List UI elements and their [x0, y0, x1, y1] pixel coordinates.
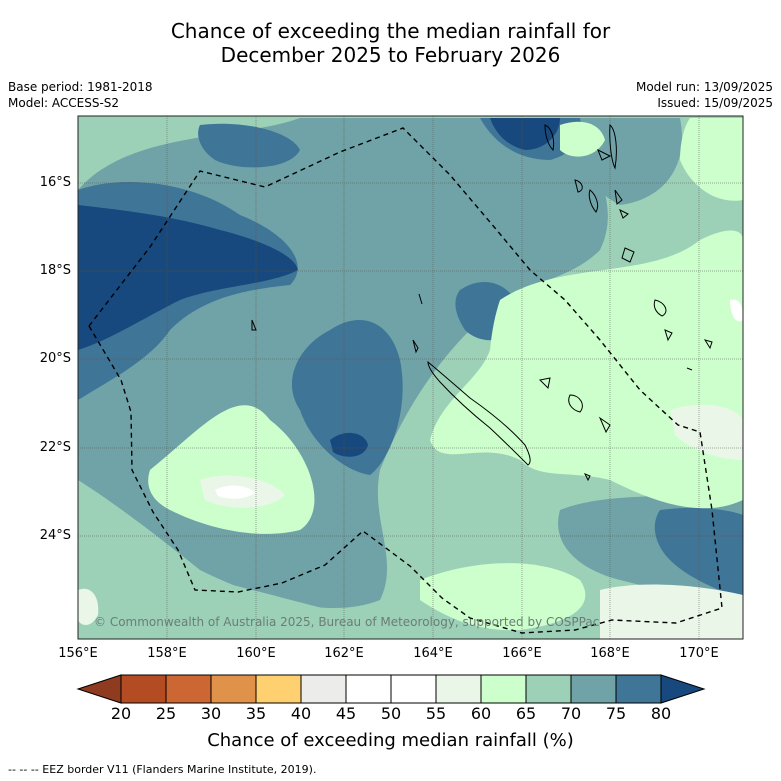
lon-label: 170°E	[679, 646, 719, 661]
lon-label: 160°E	[236, 646, 276, 661]
colorbar-bin	[210, 674, 257, 704]
colorbar-upper-extend	[660, 674, 706, 704]
base-period-text: Base period: 1981-2018	[8, 80, 153, 94]
lon-label: 166°E	[502, 646, 542, 661]
colorbar-bin	[255, 674, 302, 704]
colorbar-tick: 25	[155, 704, 177, 723]
colorbar	[76, 674, 706, 704]
colorbar-tick: 70	[560, 704, 582, 723]
colorbar-tick: 20	[110, 704, 132, 723]
lat-label: 22°S	[39, 440, 71, 455]
colorbar-tick: 35	[245, 704, 267, 723]
lon-label: 162°E	[324, 646, 364, 661]
vanuatu-islands	[544, 123, 713, 350]
lat-label: 18°S	[39, 263, 71, 278]
colorbar-lower-extend	[76, 674, 122, 704]
colorbar-tick: 50	[380, 704, 402, 723]
colorbar-tick: 45	[335, 704, 357, 723]
colorbar-bin	[615, 674, 662, 704]
model-text: Model: ACCESS-S2	[8, 96, 120, 110]
coastlines	[251, 123, 713, 482]
colorbar-tick: 75	[605, 704, 627, 723]
colorbar-bin	[570, 674, 617, 704]
lon-label: 156°E	[58, 646, 98, 661]
map-title-line2: December 2025 to February 2026	[220, 43, 561, 67]
eez-legend-footnote: -- -- -- EEZ border V11 (Flanders Marine…	[8, 763, 317, 776]
colorbar-bin	[165, 674, 212, 704]
map-title-line1: Chance of exceeding the median rainfall …	[170, 19, 611, 43]
colorbar-bin	[300, 674, 347, 704]
colorbar-tick: 40	[290, 704, 312, 723]
colorbar-bin	[120, 674, 167, 704]
graticule	[78, 116, 743, 639]
colorbar-bin	[435, 674, 482, 704]
lon-label: 168°E	[590, 646, 630, 661]
colorbar-tick: 65	[515, 704, 537, 723]
colorbar-tick: 80	[650, 704, 672, 723]
colorbar-tick: 30	[200, 704, 222, 723]
issued-text: Issued: 15/09/2025	[657, 96, 773, 110]
colorbar-tick: 60	[470, 704, 492, 723]
chesterfield-islands	[251, 293, 693, 371]
lon-label: 164°E	[413, 646, 453, 661]
lat-label: 16°S	[39, 175, 71, 190]
loyalty-islands	[538, 377, 611, 482]
colorbar-label: Chance of exceeding median rainfall (%)	[207, 730, 574, 751]
colorbar-bin	[480, 674, 527, 704]
lat-label: 20°S	[39, 351, 71, 366]
colorbar-bin	[390, 674, 437, 704]
colorbar-tick: 55	[425, 704, 447, 723]
colorbar-bin	[525, 674, 572, 704]
copyright-watermark: © Commonwealth of Australia 2025, Bureau…	[94, 615, 599, 629]
model-run-text: Model run: 13/09/2025	[635, 80, 773, 94]
eez-border-line	[88, 127, 723, 634]
lon-label: 158°E	[147, 646, 187, 661]
colorbar-bin	[345, 674, 392, 704]
probability-contours	[78, 116, 743, 639]
map-frame	[77, 115, 744, 640]
lat-label: 24°S	[39, 528, 71, 543]
new-caledonia-island	[427, 360, 531, 466]
